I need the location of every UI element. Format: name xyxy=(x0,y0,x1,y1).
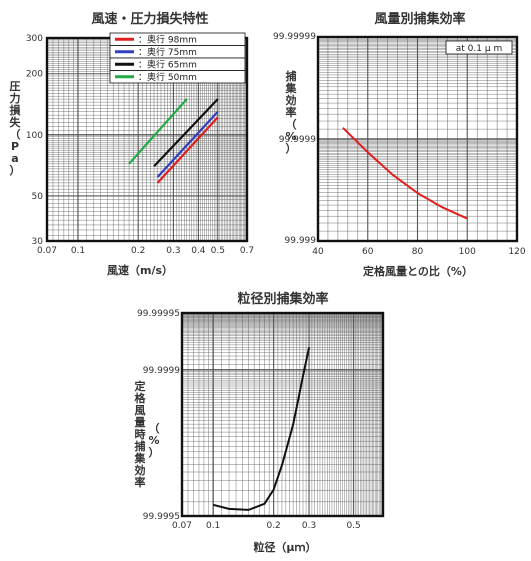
chart3-y-label-char: 集 xyxy=(134,451,147,465)
chart2-frame xyxy=(316,35,519,243)
chart3-y-tick: 99.9995 xyxy=(143,512,180,522)
chart3-y-tick: 99.9999 xyxy=(143,366,180,376)
chart3-y-label-unit-char: （ xyxy=(149,422,160,435)
chart2-y-tick: 99.9999 xyxy=(279,135,316,145)
chart2-annotation-box xyxy=(445,40,513,55)
chart1-x-tick: 0.07 xyxy=(37,246,57,256)
chart2-x-tick: 60 xyxy=(362,247,374,257)
chart3-y-label-char: 定 xyxy=(135,379,146,393)
chart3-x-tick: 0.3 xyxy=(302,521,316,531)
chart3-x-tick: 0.2 xyxy=(266,521,280,531)
chart1-series-line-4 xyxy=(128,98,188,165)
chart1-x-tick: 0.1 xyxy=(71,246,85,256)
chart1-y-tick: 30 xyxy=(32,237,44,247)
chart1-y-tick: 200 xyxy=(26,70,43,80)
chart1-y-label-char: 力 xyxy=(10,91,21,105)
chart1-legend-label: ：奥行 98mm xyxy=(138,34,197,46)
chart1-x-label: 風速（m/s） xyxy=(107,263,173,277)
chart3-x-tick: 0.1 xyxy=(206,521,220,531)
chart3-y-label-char: 捕 xyxy=(135,439,146,453)
chart3-y-label-char: 時 xyxy=(135,427,146,441)
chart1-y-label-char: P xyxy=(11,140,19,153)
chart1-y-tick: 300 xyxy=(26,34,43,44)
chart1-legend-label: ：奥行 75mm xyxy=(138,46,197,58)
chart2-y-label: 捕集効率（%） xyxy=(285,69,298,155)
chart2-y-label-char: ） xyxy=(286,142,297,155)
chart2-y-label-char: （ xyxy=(286,118,297,131)
chart2-x-label: 定格風量との比（%） xyxy=(363,264,473,278)
chart2-y-label-char: 捕 xyxy=(286,69,297,83)
chart2-y-label-char: % xyxy=(285,130,296,143)
chart1-y-tick: 100 xyxy=(26,131,43,141)
chart3-y-label-unit: （%） xyxy=(148,422,159,459)
chart1-series-line-1 xyxy=(156,116,219,184)
chart2-grid xyxy=(317,36,518,242)
chart2-y-label-char: 効 xyxy=(286,93,297,107)
chart1-series-line-2 xyxy=(156,110,219,178)
chart1-y-tick: 50 xyxy=(32,192,44,202)
chart1-legend: ：奥行 98mm：奥行 75mm：奥行 65mm：奥行 50mm xyxy=(109,32,246,84)
chart3-x-tick: 0.5 xyxy=(346,521,360,531)
chart3-series-line xyxy=(212,347,311,511)
chart1-y-label-char: 圧 xyxy=(10,80,21,93)
chart1-x-tick: 0.4 xyxy=(191,246,206,256)
chart1-y-label-char: 失 xyxy=(10,115,22,129)
chart2-title: 風量別捕集効率 xyxy=(374,11,465,27)
chart3-grid xyxy=(181,312,384,517)
chart1-legend-label: ：奥行 50mm xyxy=(138,71,197,83)
chart3-x-label: 粒径（μｍ） xyxy=(253,540,316,554)
chart1-title: 風速・圧力損失特性 xyxy=(91,11,208,27)
chart2-annotation: at 0.1 μ m xyxy=(456,44,502,54)
chart2-x-tick: 120 xyxy=(508,247,525,257)
chart1-x-tick: 0.5 xyxy=(211,246,225,256)
chart3-y-label-char: 効 xyxy=(135,463,146,477)
chart1-y-label-char: a xyxy=(11,152,18,165)
chart3-title: 粒径別捕集効率 xyxy=(237,291,328,307)
chart2-series-line xyxy=(342,127,468,220)
chart3-x-tick: 0.07 xyxy=(172,521,192,531)
chart3-bg xyxy=(182,313,383,516)
chart2-y-tick: 99.99999 xyxy=(273,32,316,42)
chart2-y-label-char: 率 xyxy=(286,105,297,119)
chart3-y-label-unit-char: % xyxy=(148,434,159,447)
chart3-y-label-unit-char: ） xyxy=(149,446,160,459)
chart2-x-tick: 40 xyxy=(312,247,324,257)
chart3-frame xyxy=(180,311,385,518)
chart1-legend-row xyxy=(109,70,246,84)
chart1-legend-label: ：奥行 65mm xyxy=(138,59,197,71)
chart1-x-tick: 0.3 xyxy=(166,246,180,256)
chart1-series-line-3 xyxy=(153,98,219,168)
chart2-y-label-char: 集 xyxy=(285,81,298,95)
chart1-y-label-char: （ xyxy=(10,128,21,141)
chart3-y-label-char: 風 xyxy=(135,404,146,417)
chart1-y-label-char: ） xyxy=(10,164,21,177)
chart1-x-tick: 0.7 xyxy=(240,246,254,256)
chart3-y-label-char: 率 xyxy=(135,475,146,489)
chart2-x-tick: 100 xyxy=(459,247,476,257)
chart3-y-label-char: 格 xyxy=(135,391,147,405)
chart1-y-label-char: 損 xyxy=(10,103,22,117)
chart3-y-tick: 99.99995 xyxy=(137,309,180,319)
chart1-x-tick: 0.2 xyxy=(131,246,145,256)
chart3-y-label-char: 量 xyxy=(135,416,146,429)
chart1-y-label: 圧力損失（Pa） xyxy=(10,80,22,177)
chart2-y-tick: 99.999 xyxy=(285,236,317,246)
chart2-x-tick: 80 xyxy=(412,247,424,257)
